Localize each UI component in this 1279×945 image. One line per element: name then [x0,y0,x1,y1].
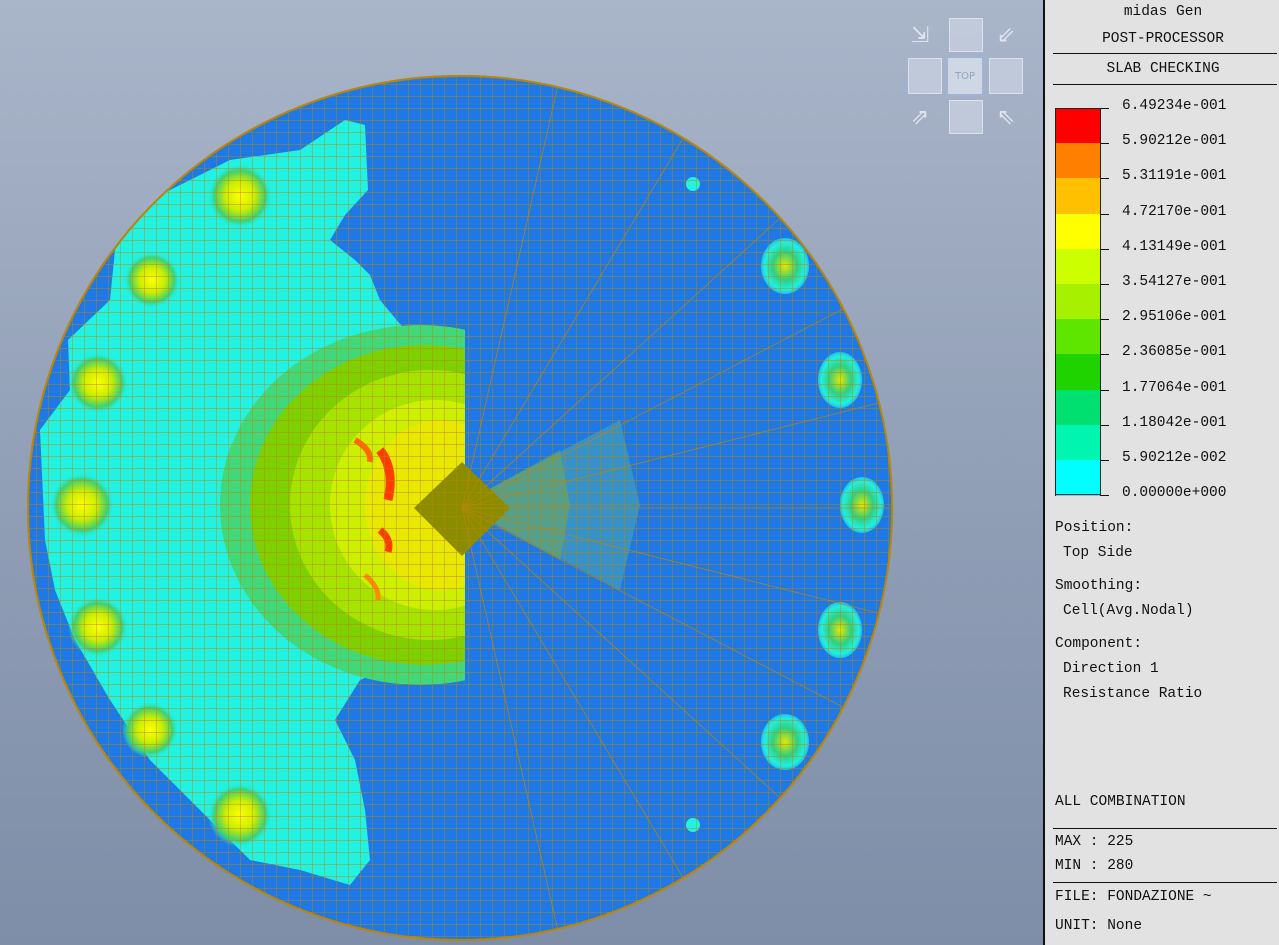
smoothing-value: Cell(Avg.Nodal) [1063,603,1194,619]
legend-tick [1101,248,1109,250]
legend-value: 5.31191e-001 [1122,168,1227,185]
legend-value: 3.54127e-001 [1122,274,1227,290]
view-face-left[interactable] [908,58,942,94]
load-case: ALL COMBINATION [1055,794,1186,810]
legend-value: 6.49234e-001 [1122,98,1227,114]
position-value: Top Side [1063,545,1133,561]
view-face-front[interactable] [949,100,983,134]
divider [1053,84,1277,85]
view-cube[interactable]: ⇲ ⇙ TOP ⇗ ⇖ [905,18,1023,136]
component-value-1: Direction 1 [1063,661,1159,677]
view-arrow-top-left-icon[interactable]: ⇲ [910,22,930,48]
model-viewport[interactable]: ⇲ ⇙ TOP ⇗ ⇖ [0,0,1043,945]
view-arrow-bottom-right-icon[interactable]: ⇖ [996,104,1016,130]
divider [1053,828,1277,829]
legend-value: 2.36085e-001 [1122,344,1227,361]
view-arrow-top-right-icon[interactable]: ⇙ [996,22,1016,48]
max-element: MAX : 225 [1055,834,1134,850]
slab-contour-plot [27,75,893,941]
legend-value: 1.77064e-001 [1122,379,1227,396]
legend-value: 0.00000e+000 [1122,485,1227,502]
component-label: Component: [1055,636,1143,652]
result-type: SLAB CHECKING [1106,61,1220,77]
legend-value: 5.90212e-001 [1122,133,1227,150]
position-label: Position: [1055,520,1134,536]
legend-tick [1101,108,1109,109]
legend-tick [1101,213,1109,215]
legend-swatch [1055,389,1101,426]
legend-value: 2.95106e-001 [1122,309,1227,326]
legend-value: 5.90212e-002 [1122,450,1227,466]
divider [1053,53,1277,54]
legend-value: 1.18042e-001 [1122,414,1227,431]
legend-tick [1101,284,1109,285]
legend-tick [1101,424,1109,426]
app-mode: POST-PROCESSOR [1102,31,1224,47]
divider [1053,882,1277,883]
legend-swatch [1055,284,1101,320]
legend-frame [1055,108,1101,496]
view-arrow-bottom-left-icon[interactable]: ⇗ [910,104,930,130]
view-face-back[interactable] [949,18,983,52]
legend-tick [1101,389,1109,391]
legend-tick [1101,354,1109,356]
legend-value: 4.13149e-001 [1122,238,1227,255]
legend-tick [1101,495,1109,497]
legend-tick [1101,143,1109,145]
smoothing-label: Smoothing: [1055,578,1143,594]
legend-value: 4.72170e-001 [1122,203,1227,220]
app-name: midas Gen [1123,4,1203,20]
legend-tick [1101,319,1109,321]
legend-tick [1101,460,1109,461]
unit-label: UNIT: None [1055,918,1143,934]
legend-tick [1101,178,1109,180]
view-face-top[interactable]: TOP [946,56,984,96]
file-name: FILE: FONDAZIONE ~ [1055,889,1212,905]
legend-panel: midas Gen POST-PROCESSOR SLAB CHECKING 6… [1043,0,1279,945]
min-element: MIN : 280 [1055,858,1134,874]
view-face-right[interactable] [989,58,1023,94]
legend-swatch [1055,248,1101,285]
component-value-2: Resistance Ratio [1063,686,1203,702]
